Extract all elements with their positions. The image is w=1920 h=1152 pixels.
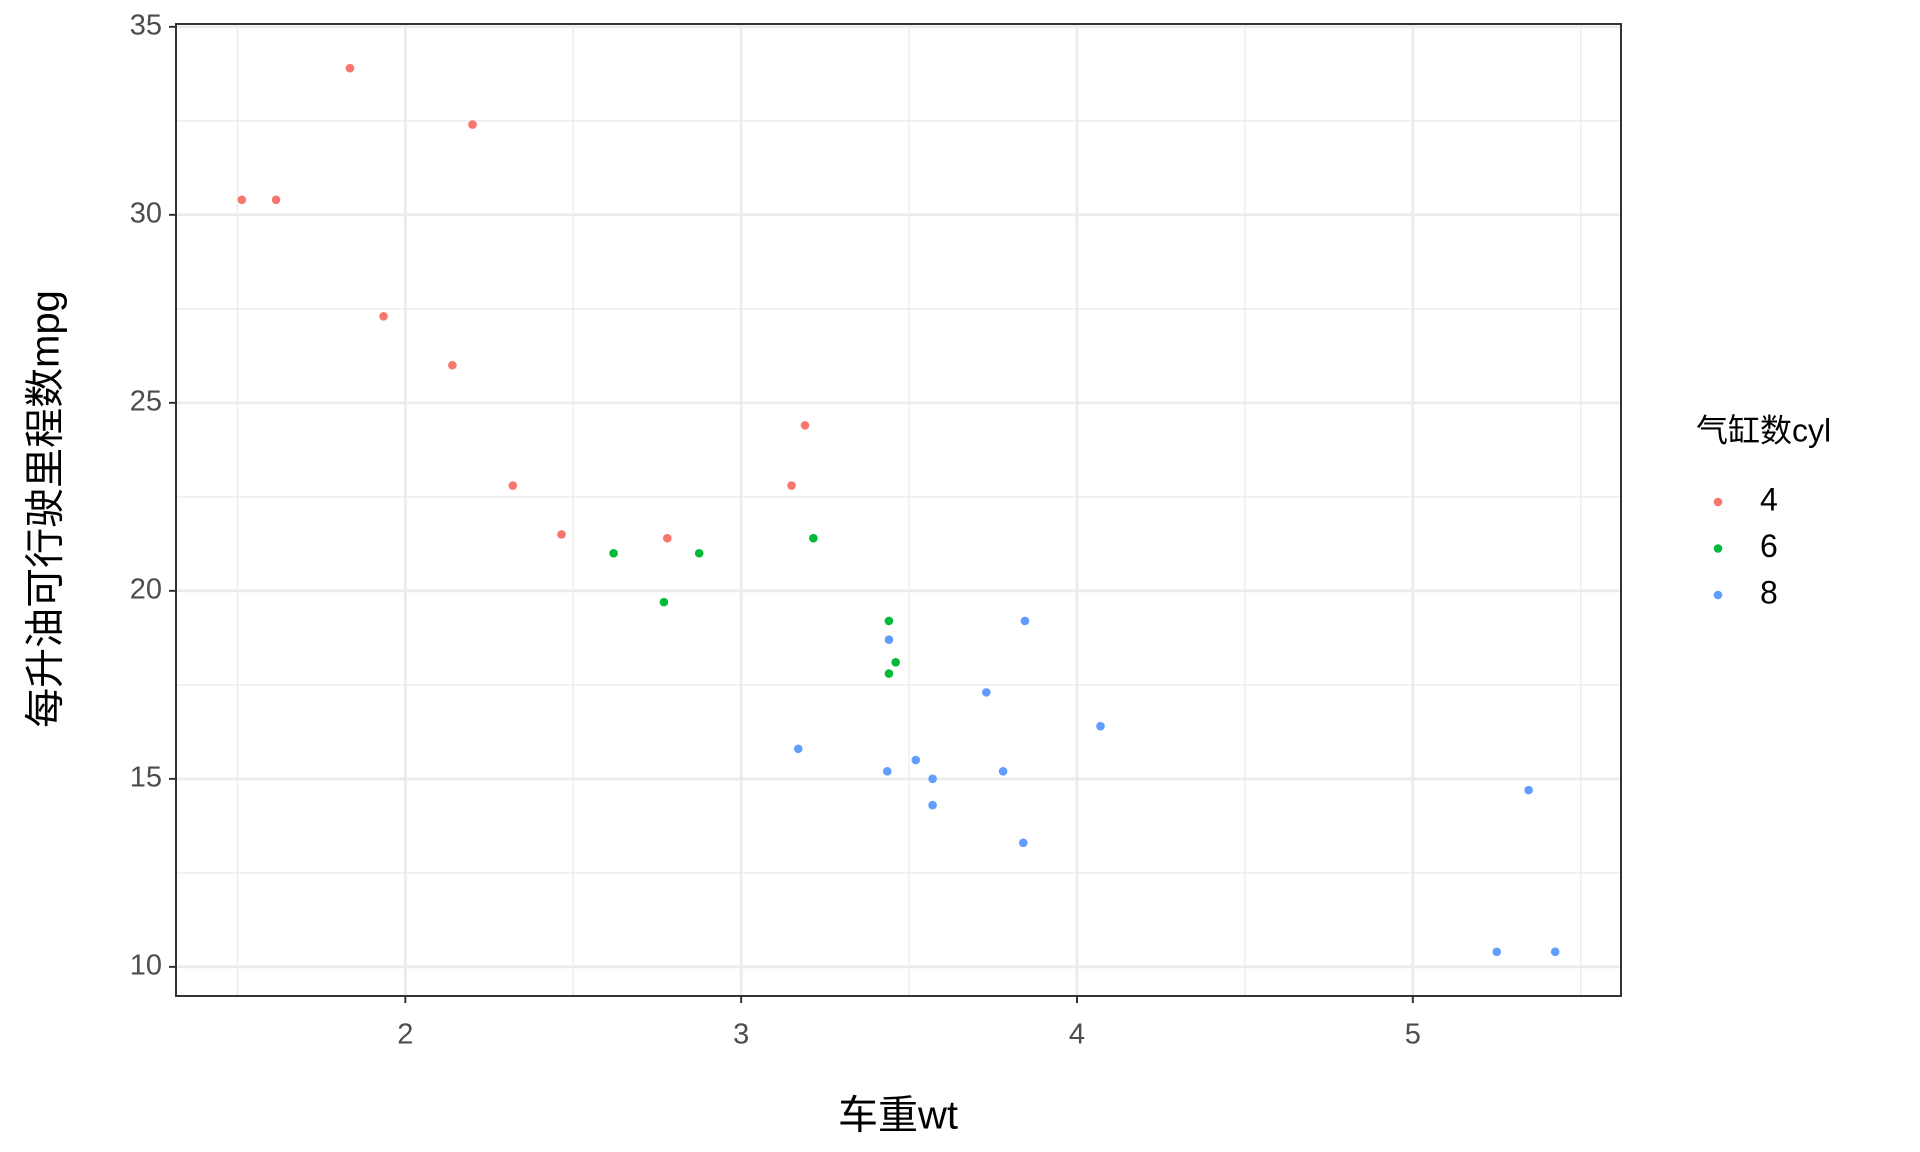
y-tick-label: 10 <box>130 950 162 982</box>
point <box>1550 947 1560 957</box>
legend-key <box>1713 590 1723 600</box>
point <box>345 63 355 73</box>
point <box>809 533 818 543</box>
point <box>1096 721 1105 731</box>
point <box>884 616 894 626</box>
point <box>982 688 991 697</box>
point <box>1020 616 1030 626</box>
y-tick-label: 25 <box>130 385 162 417</box>
point <box>609 548 618 558</box>
point <box>662 533 672 543</box>
x-axis-label: 车重wt <box>838 1094 958 1138</box>
legend-key <box>1713 544 1723 553</box>
x-tick-label: 3 <box>733 1019 749 1051</box>
point <box>891 657 900 667</box>
point <box>237 195 247 205</box>
point <box>928 774 937 784</box>
legend-label: 4 <box>1760 481 1778 517</box>
point <box>793 744 803 754</box>
point <box>1524 785 1533 795</box>
point <box>271 195 281 205</box>
point <box>1492 947 1502 957</box>
x-tick-label: 4 <box>1069 1019 1085 1051</box>
point <box>911 755 921 765</box>
y-tick-label: 20 <box>130 573 162 605</box>
point <box>928 800 937 810</box>
point <box>884 635 894 645</box>
point <box>468 120 477 129</box>
point <box>882 767 892 776</box>
x-tick-label: 2 <box>397 1019 413 1051</box>
x-tick-label: 5 <box>1405 1019 1421 1051</box>
point <box>800 421 810 430</box>
legend-key <box>1713 497 1723 507</box>
point <box>694 548 704 558</box>
y-tick-label: 35 <box>130 9 162 41</box>
point <box>659 597 669 607</box>
point <box>448 360 457 370</box>
legend-label: 6 <box>1760 528 1778 564</box>
point <box>508 481 518 490</box>
point <box>998 767 1008 776</box>
y-tick-label: 15 <box>130 762 162 794</box>
y-tick-label: 30 <box>130 197 162 229</box>
point <box>557 530 566 539</box>
legend-label: 8 <box>1760 574 1778 610</box>
point <box>379 312 388 321</box>
point <box>884 669 894 678</box>
point <box>1018 838 1028 848</box>
point <box>787 481 796 490</box>
panel-border <box>175 23 1622 997</box>
legend-title: 气缸数cyl <box>1696 412 1831 448</box>
y-axis-label: 每升油可行驶里程数mpg <box>24 290 68 728</box>
